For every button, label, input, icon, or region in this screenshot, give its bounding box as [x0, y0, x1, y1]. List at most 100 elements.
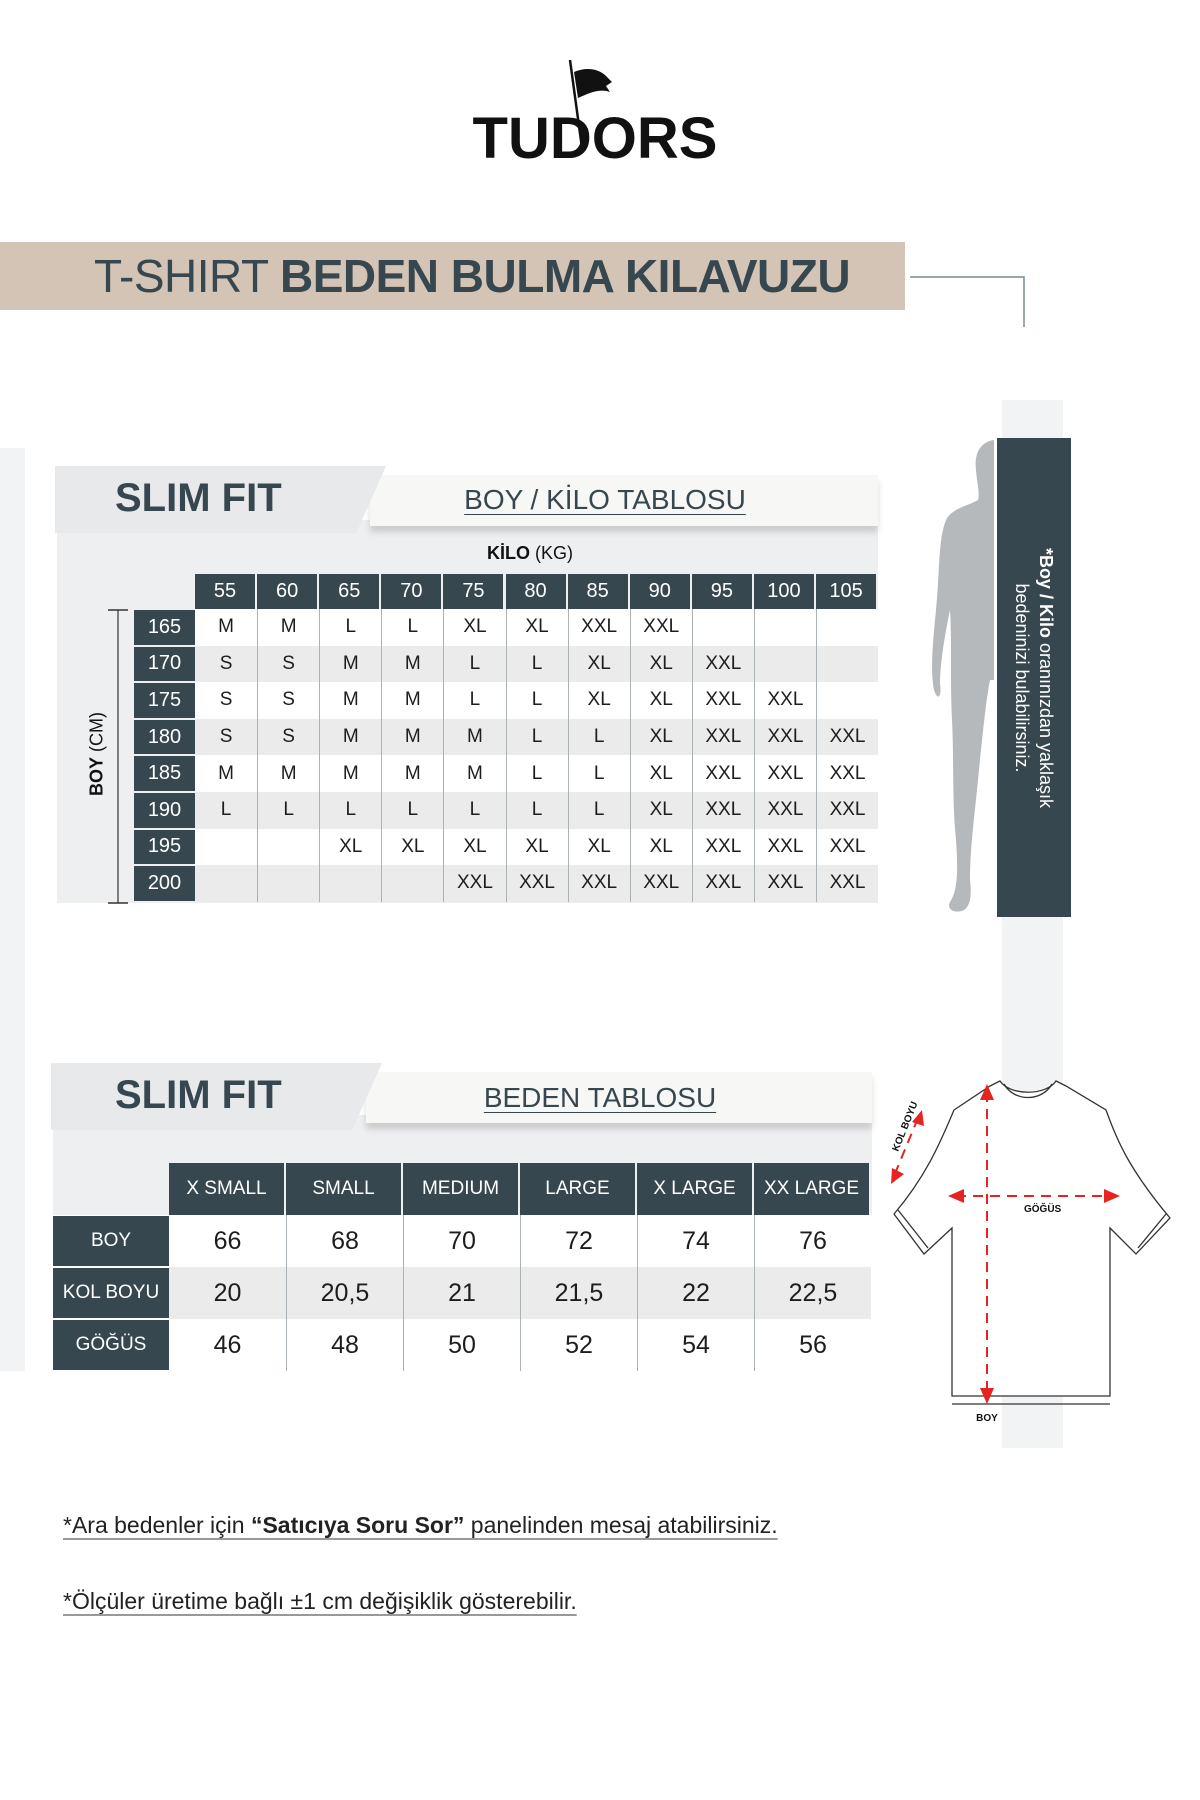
- size-cell: XL: [505, 828, 568, 866]
- footnote-ask-seller: *Ara bedenler için “Satıcıya Soru Sor” p…: [63, 1512, 778, 1539]
- size-cell: XXL: [691, 718, 754, 756]
- size-cell: L: [257, 792, 319, 829]
- size-cell: [381, 865, 443, 902]
- size-table-subtitle-bar: [366, 1072, 872, 1123]
- measure-cell: 74: [637, 1215, 754, 1267]
- size-header: MEDIUM: [403, 1163, 518, 1215]
- chest-label: GÖĞÜS: [1024, 1202, 1062, 1215]
- footnote1-pre: *Ara bedenler için: [63, 1512, 251, 1538]
- size-cell: XL: [443, 609, 505, 646]
- size-cell: M: [319, 682, 381, 719]
- length-label: BOY: [976, 1413, 998, 1423]
- table-row: [195, 755, 879, 792]
- size-cell: XL: [567, 828, 630, 866]
- size-cell: XXL: [505, 865, 568, 902]
- measure-cell: 72: [520, 1215, 637, 1267]
- bracket-line: [910, 276, 1025, 327]
- size-cell: XXL: [816, 865, 878, 902]
- size-cell: S: [219, 726, 233, 748]
- kilo-label-unit: (KG): [535, 543, 573, 563]
- size-cell: XL: [629, 828, 692, 866]
- sleeve-label: KOL BOYU: [891, 1100, 921, 1153]
- table-row: [195, 792, 879, 829]
- size-cell: XXL: [691, 828, 754, 866]
- table-row: [195, 718, 879, 756]
- measure-cell: 22,5: [754, 1267, 871, 1319]
- size-cell: XXL: [691, 792, 754, 829]
- height-bracket: [108, 609, 128, 904]
- row-label: BOY: [53, 1216, 169, 1266]
- table-row: [195, 682, 879, 719]
- size-cell: M: [218, 762, 234, 784]
- size-cell: [753, 609, 816, 646]
- measure-cell: 20: [213, 1278, 242, 1307]
- size-cell: M: [381, 682, 443, 719]
- size-cell: XL: [505, 609, 568, 646]
- boy-label-bold: BOY: [86, 756, 107, 797]
- size-cell: L: [505, 755, 568, 792]
- size-cell: M: [218, 616, 234, 638]
- page-title: T-SHIRT BEDEN BULMA KILAVUZU: [94, 250, 851, 302]
- measure-cell: 21: [403, 1267, 520, 1319]
- arrow-heads: [891, 1084, 1120, 1404]
- size-cell: M: [257, 755, 319, 792]
- size-cell: L: [505, 792, 568, 829]
- size-header: X SMALL: [169, 1163, 284, 1215]
- size-header: SMALL: [286, 1163, 401, 1215]
- height-label-195: 195: [134, 829, 195, 865]
- size-cell: XL: [629, 682, 692, 719]
- size-cell: XXL: [691, 755, 754, 792]
- size-cell: XXL: [816, 718, 878, 756]
- height-label-170: 170: [134, 646, 195, 682]
- kilo-label-bold: KİLO: [486, 543, 530, 563]
- size-cell: XXL: [691, 682, 754, 719]
- side-note-line1: oranınızdan yaklaşık: [1036, 637, 1056, 808]
- size-cell: [257, 865, 319, 902]
- size-cell: XXL: [691, 645, 754, 683]
- size-cell: L: [505, 682, 568, 719]
- size-cell: XXL: [753, 755, 816, 792]
- size-cell: L: [567, 755, 630, 792]
- size-cell: XL: [319, 828, 381, 866]
- size-cell: XL: [443, 828, 505, 866]
- size-table-tab: [51, 1063, 382, 1130]
- size-cell: S: [257, 645, 319, 683]
- table-row: [195, 828, 879, 866]
- size-cell: XXL: [753, 828, 816, 866]
- size-cell: XXL: [629, 609, 692, 646]
- size-cell: L: [319, 609, 381, 646]
- footnote1-post: panelinden mesaj atabilirsiniz.: [464, 1512, 778, 1538]
- size-cell: M: [381, 755, 443, 792]
- size-cell: L: [505, 645, 568, 683]
- size-cell: L: [381, 792, 443, 829]
- size-cell: M: [319, 718, 381, 756]
- size-cell: [195, 829, 257, 866]
- size-cell: L: [443, 792, 505, 829]
- size-cell: XXL: [567, 609, 630, 646]
- row-label: GÖĞÜS: [53, 1320, 169, 1370]
- weight-header-105: 105: [816, 574, 877, 609]
- footnote-tolerance: *Ölçüler üretime bağlı ±1 cm değişiklik …: [63, 1588, 577, 1614]
- size-cell: XXL: [816, 755, 878, 792]
- size-cell: XL: [381, 828, 443, 866]
- weight-header-85: 85: [567, 574, 628, 609]
- size-cell: M: [381, 645, 443, 683]
- size-cell: L: [319, 792, 381, 829]
- size-cell: XXL: [816, 792, 878, 829]
- tshirt-outline-icon: [893, 1080, 1171, 1405]
- size-cell: XXL: [753, 682, 816, 719]
- title-light: T-SHIRT: [94, 250, 268, 302]
- size-cell: L: [220, 799, 232, 821]
- weight-header-60: 60: [257, 574, 318, 609]
- size-cell: [816, 645, 878, 683]
- size-header: X LARGE: [637, 1163, 752, 1215]
- row-label: KOL BOYU: [53, 1268, 169, 1318]
- human-silhouette-icon: [932, 440, 994, 912]
- measure-cell: 70: [403, 1215, 520, 1267]
- tshirt-diagram: KOL BOYU GÖĞÜS BOY: [891, 1080, 1171, 1423]
- size-cell: XXL: [567, 865, 630, 902]
- measure-cell: 68: [286, 1215, 403, 1267]
- size-cell: [195, 865, 257, 902]
- table-row: [195, 865, 879, 902]
- size-table-subtitle: BEDEN TABLOSU: [483, 1082, 717, 1113]
